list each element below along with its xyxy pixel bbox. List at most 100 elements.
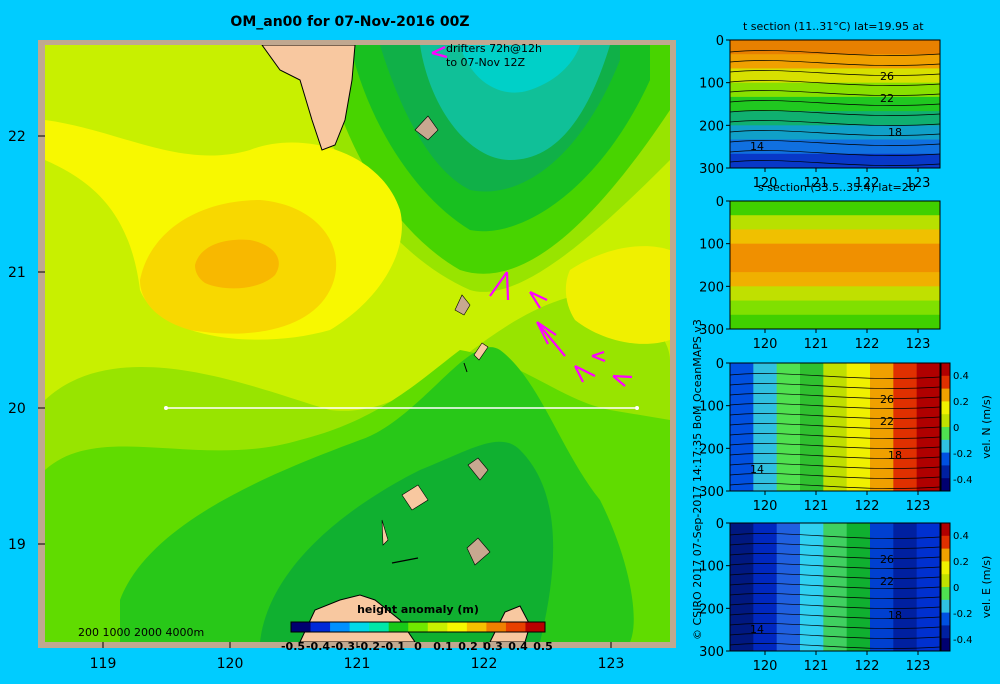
lon-tick: 120 — [753, 499, 778, 514]
colorbar-tick: 0.2 — [458, 640, 478, 653]
contour-label: 18 — [888, 609, 902, 622]
lon-tick: 122 — [855, 337, 880, 352]
velocity-colorbar-label: vel. N (m/s) — [980, 395, 993, 459]
colorbar-swatch — [486, 622, 507, 632]
colorbar-swatch — [505, 622, 526, 632]
contour-label: 22 — [880, 415, 894, 428]
velocity-tick: -0.2 — [953, 449, 973, 460]
depth-legend: 200 1000 2000 4000m — [78, 626, 204, 639]
depth-tick: 0 — [716, 34, 724, 49]
depth-tick: 0 — [716, 195, 724, 210]
depth-tick: 200 — [700, 280, 724, 295]
map-title: OM_an00 for 07-Nov-2016 00Z — [230, 14, 470, 30]
lon-tick: 122 — [855, 659, 880, 674]
section-panels: 26 22 18 14 0 100 200 300 120 121 122 123 0 100 200 300… — [699, 0, 1000, 680]
contour-label: 14 — [750, 623, 764, 636]
lon-tick: 121 — [344, 656, 371, 672]
lon-tick: 120 — [753, 659, 778, 674]
contour-label: 22 — [880, 92, 894, 105]
section-panel: 26 22 18 14 0 100 200 300 120 121 122 123 0.4 0.2 0 -0.… — [699, 517, 993, 674]
credit-text: © CSIRO 2017 07-Sep-2017 14:17:35 BoM Oc… — [691, 319, 704, 640]
height-anomaly-colorbar — [290, 621, 546, 633]
colorbar-swatch — [291, 622, 312, 632]
colorbar-swatch — [427, 622, 448, 632]
colorbar-swatch — [310, 622, 331, 632]
contour-label: 22 — [880, 575, 894, 588]
colorbar-tick: -0.1 — [381, 640, 405, 653]
depth-tick: 0 — [716, 357, 724, 372]
colorbar-swatch — [466, 622, 487, 632]
lon-tick: 123 — [906, 337, 931, 352]
colorbar-swatch — [349, 622, 370, 632]
panel-t-title: t section (11..31°C) lat=19.95 at — [743, 20, 924, 33]
colorbar-title: height anomaly (m) — [357, 603, 479, 616]
depth-tick: 300 — [700, 323, 724, 338]
lon-tick: 120 — [217, 656, 244, 672]
section-panel: 26 22 18 14 0 100 200 300 120 121 122 123 0.4 0.2 0 -0.… — [699, 357, 993, 514]
colorbar-swatch — [447, 622, 468, 632]
depth-tick: 300 — [700, 162, 724, 177]
drifter-tracks — [431, 46, 633, 387]
lat-tick: 21 — [8, 265, 26, 281]
colorbar-tick: 0.1 — [433, 640, 453, 653]
contour-label: 26 — [880, 393, 894, 406]
lat-tick: 19 — [8, 537, 26, 553]
lon-tick: 122 — [855, 499, 880, 514]
colorbar-tick: -0.2 — [356, 640, 380, 653]
colorbar-tick: 0.4 — [508, 640, 528, 653]
velocity-tick: 0 — [953, 583, 959, 594]
drifters-label-1: drifters 72h@12h — [446, 42, 542, 55]
depth-tick: 300 — [700, 485, 724, 500]
contour-label: 14 — [750, 463, 764, 476]
colorbar-swatch — [525, 622, 546, 632]
depth-tick: 200 — [700, 602, 724, 617]
lon-tick: 121 — [804, 176, 829, 191]
height-anomaly-map: 22 21 20 19 119 120 121 122 123 drifters… — [8, 40, 676, 672]
velocity-tick: -0.2 — [953, 609, 973, 620]
velocity-tick: 0.2 — [953, 557, 969, 568]
velocity-tick: 0.4 — [953, 371, 969, 382]
velocity-colorbar-label: vel. E (m/s) — [980, 556, 993, 619]
lon-tick: 123 — [906, 176, 931, 191]
colorbar-tick: -0.4 — [306, 640, 330, 653]
velocity-tick: 0.2 — [953, 397, 969, 408]
colorbar-swatch — [388, 622, 409, 632]
lon-tick: 122 — [471, 656, 498, 672]
anomaly-band-dark-green — [260, 441, 554, 642]
contour-label: 26 — [880, 70, 894, 83]
colorbar-tick: 0.5 — [533, 640, 553, 653]
contour-label: 26 — [880, 553, 894, 566]
anomaly-band-teal — [420, 45, 610, 160]
depth-tick: 300 — [700, 645, 724, 660]
colorbar-tick: 0 — [414, 640, 422, 653]
velocity-tick: 0 — [953, 423, 959, 434]
panel-s-title: s section (33.5..35.4) lat=20 — [758, 181, 916, 194]
lon-tick: 123 — [598, 656, 625, 672]
depth-tick: 0 — [716, 517, 724, 532]
lon-tick: 122 — [855, 176, 880, 191]
depth-tick: 100 — [700, 400, 724, 415]
depth-tick: 100 — [700, 238, 724, 253]
lat-tick: 22 — [8, 129, 26, 145]
colorbar-swatch — [369, 622, 390, 632]
contour-label: 14 — [750, 140, 764, 153]
section-panel: 26 22 18 14 0 100 200 300 120 121 122 123 — [699, 34, 941, 191]
lon-tick: 121 — [804, 499, 829, 514]
colorbar-tick: 0.3 — [483, 640, 503, 653]
lon-tick: 120 — [753, 337, 778, 352]
lon-tick: 119 — [90, 656, 117, 672]
lon-tick: 120 — [753, 176, 778, 191]
contour-label: 18 — [888, 126, 902, 139]
drifter-legend-marker — [431, 46, 448, 59]
section-panel: 0 100 200 300 120 121 122 123 — [699, 195, 941, 352]
lon-tick: 123 — [906, 659, 931, 674]
colorbar-tick: -0.5 — [281, 640, 305, 653]
depth-tick: 100 — [700, 560, 724, 575]
velocity-tick: 0.4 — [953, 531, 969, 542]
lon-tick: 121 — [804, 659, 829, 674]
lon-tick: 123 — [906, 499, 931, 514]
velocity-tick: -0.4 — [953, 475, 973, 486]
lon-tick: 121 — [804, 337, 829, 352]
contour-label: 18 — [888, 449, 902, 462]
colorbar-swatch — [330, 622, 351, 632]
